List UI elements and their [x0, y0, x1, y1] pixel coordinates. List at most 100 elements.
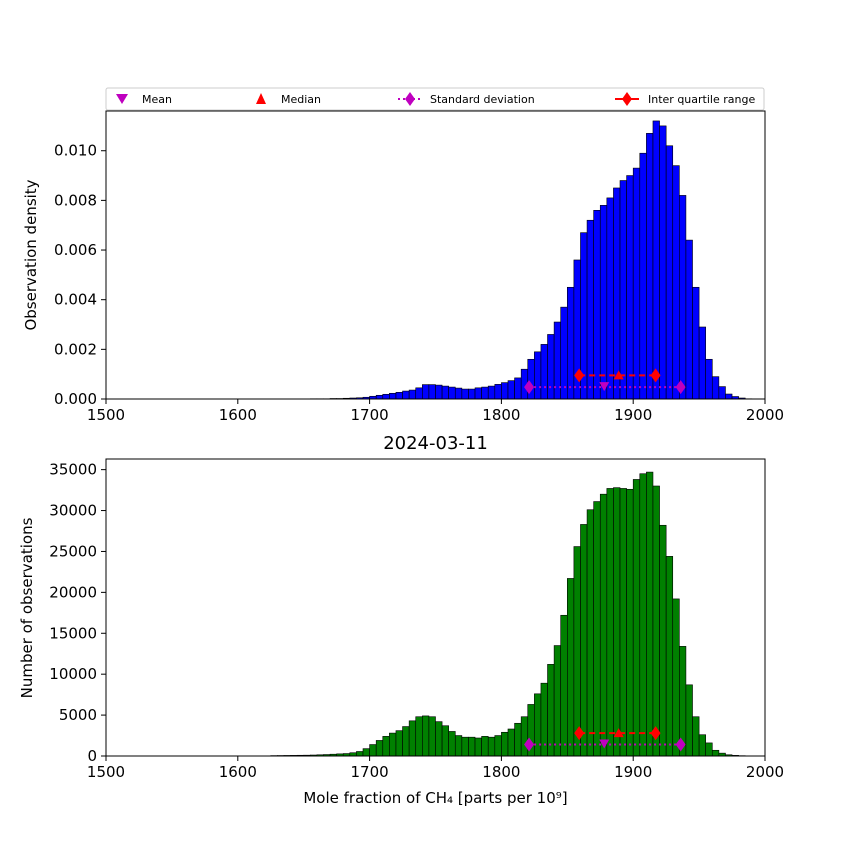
- bottom-x-tick-label: 1600: [219, 763, 257, 781]
- bottom-bar: [652, 485, 660, 757]
- bottom-bar: [468, 736, 476, 757]
- bottom-mean-marker: [599, 739, 610, 749]
- bottom-bar: [382, 736, 390, 757]
- bottom-x-axis: 1500 1600 1700 1800 1900 2000: [87, 756, 784, 781]
- top-bar: [395, 391, 403, 400]
- bottom-bar: [560, 614, 568, 757]
- bottom-bar: [692, 716, 700, 757]
- top-y-axis-label: Observation density: [22, 179, 40, 330]
- top-bar: [692, 286, 700, 400]
- top-axes-frame: [105, 110, 766, 400]
- bottom-bar: [534, 693, 542, 757]
- top-std-low-marker: [524, 380, 535, 395]
- top-bar: [685, 239, 693, 400]
- bottom-bar: [415, 716, 423, 757]
- top-bar: [507, 380, 515, 400]
- bottom-bar: [507, 728, 515, 757]
- legend-mean-label: Mean: [142, 93, 172, 106]
- bottom-bar: [356, 751, 364, 757]
- bottom-std-high-marker: [675, 737, 686, 752]
- bottom-bar: [461, 736, 469, 757]
- bottom-bar: [448, 731, 456, 757]
- top-bar: [626, 175, 634, 400]
- bottom-bar: [395, 730, 403, 757]
- top-bar: [435, 384, 443, 400]
- top-y-tick-label: 0.006: [54, 241, 97, 259]
- bottom-bar: [481, 736, 489, 757]
- bottom-bar: [613, 487, 621, 757]
- top-bar: [705, 358, 713, 400]
- bottom-y-axis: 0 5000 10000 15000 20000 25000 30000 35000: [49, 461, 106, 765]
- bottom-bar: [626, 488, 634, 757]
- bottom-bar: [520, 716, 529, 757]
- bottom-bar: [408, 720, 417, 757]
- legend-median-label: Median: [281, 93, 321, 106]
- bottom-bar: [566, 578, 575, 757]
- legend-iqr-marker: [622, 92, 632, 106]
- bottom-bar: [389, 732, 397, 757]
- top-bar: [665, 145, 674, 400]
- bottom-bar: [369, 744, 377, 757]
- bottom-x-axis-label: Mole fraction of CH₄ [parts per 10⁹]: [303, 789, 567, 807]
- bottom-y-tick-label: 15000: [49, 624, 97, 642]
- bottom-x-tick-label: 1700: [351, 763, 389, 781]
- bottom-y-tick-label: 5000: [59, 706, 97, 724]
- legend-std-marker: [405, 92, 415, 106]
- top-bar: [487, 385, 496, 400]
- top-bar: [659, 125, 667, 400]
- top-bar: [501, 382, 509, 400]
- top-bar: [560, 306, 568, 400]
- top-bar: [679, 195, 687, 400]
- top-bar: [422, 384, 430, 400]
- top-x-tick-label: 2000: [746, 406, 784, 424]
- bottom-chart-title: 2024-03-11: [383, 433, 488, 454]
- top-bar: [593, 210, 601, 400]
- bottom-bar: [705, 742, 713, 757]
- bottom-bar: [474, 737, 482, 757]
- top-y-axis: 0.000 0.002 0.004 0.006 0.008 0.010: [54, 142, 106, 408]
- bottom-axes-frame: [105, 458, 766, 757]
- bottom-bar: [593, 501, 601, 757]
- bottom-bar: [586, 509, 594, 757]
- top-x-tick-label: 1700: [351, 406, 389, 424]
- bottom-bar: [599, 493, 608, 757]
- top-bar: [672, 165, 680, 400]
- top-stats: [524, 368, 686, 395]
- bottom-panel: 2024-03-11 1500 1600 1700 1800 1900 2000 0 500…: [18, 433, 784, 807]
- top-iqr-high-marker: [650, 368, 661, 383]
- bottom-bar: [606, 488, 614, 757]
- bottom-bar: [619, 488, 627, 757]
- bottom-x-tick-label: 1500: [87, 763, 125, 781]
- bottom-bar: [428, 716, 436, 757]
- bottom-bar: [646, 471, 654, 757]
- bottom-bar: [422, 715, 430, 757]
- top-bar: [428, 384, 436, 400]
- top-bar: [639, 152, 647, 400]
- top-bar: [402, 390, 410, 400]
- top-bar: [613, 187, 621, 400]
- top-bar: [586, 219, 594, 400]
- top-median-marker: [613, 370, 624, 380]
- top-bar: [632, 167, 641, 400]
- bottom-y-tick-label: 10000: [49, 665, 97, 683]
- top-iqr-low-marker: [574, 368, 585, 383]
- top-std-high-marker: [675, 380, 686, 395]
- bottom-bar: [632, 479, 641, 757]
- top-y-tick-label: 0.008: [54, 191, 97, 209]
- top-bar: [448, 386, 456, 400]
- top-bar: [461, 388, 469, 400]
- top-bars: [309, 120, 753, 400]
- bottom-x-tick-label: 1800: [482, 763, 520, 781]
- bottom-stats: [524, 726, 686, 752]
- bottom-bar: [685, 684, 693, 757]
- bottom-y-tick-label: 20000: [49, 583, 97, 601]
- bottom-bar: [454, 735, 463, 757]
- bottom-bar: [573, 546, 581, 757]
- top-bar: [599, 205, 608, 400]
- bottom-bar: [580, 524, 588, 757]
- bottom-iqr-high-marker: [650, 726, 661, 741]
- bottom-bar: [402, 726, 410, 757]
- legend-iqr-label: Inter quartile range: [648, 93, 755, 106]
- bottom-bar: [441, 725, 449, 757]
- top-x-tick-label: 1800: [482, 406, 520, 424]
